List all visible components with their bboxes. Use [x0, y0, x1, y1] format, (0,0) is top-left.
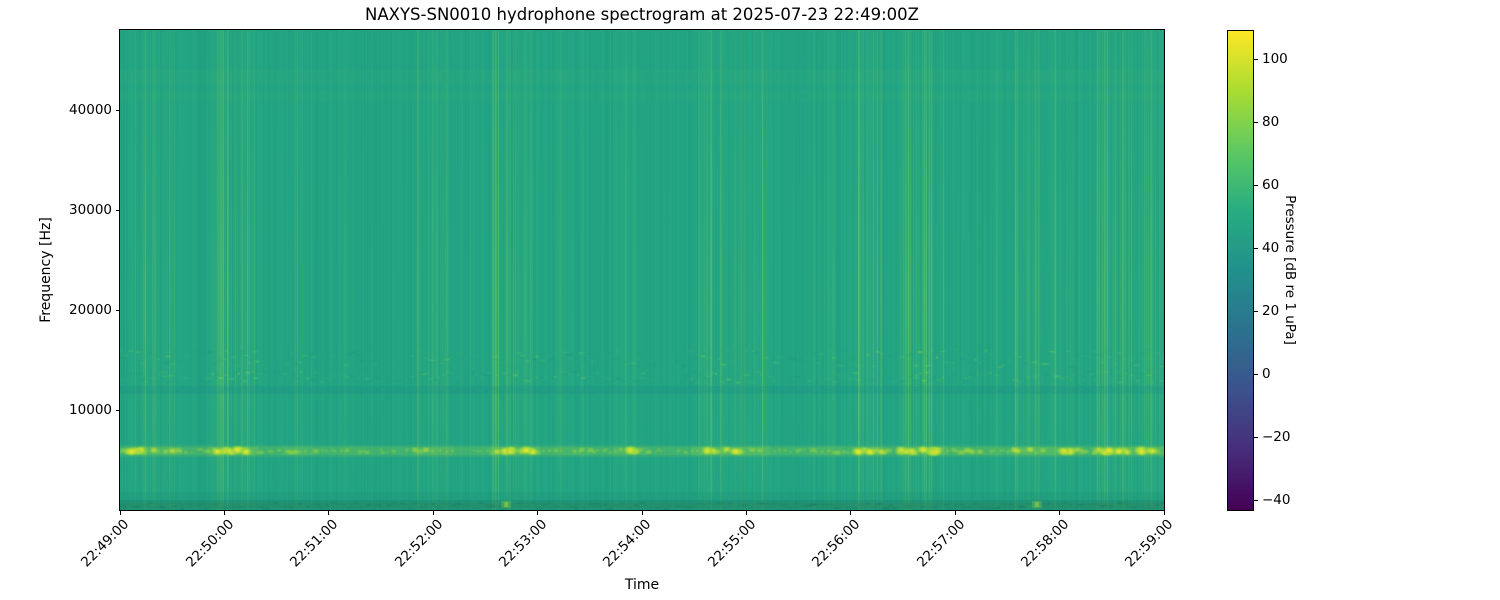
x-tick-mark: [745, 511, 747, 515]
y-tick-label: 20000: [69, 301, 112, 318]
colorbar-tick-mark: [1254, 373, 1258, 375]
y-tick-label: 40000: [69, 101, 112, 118]
y-tick-label: 30000: [69, 201, 112, 218]
colorbar-tick-label: 80: [1262, 113, 1280, 130]
x-tick-label: 22:50:00: [182, 516, 238, 571]
colorbar-tick-label: 60: [1262, 176, 1280, 193]
x-tick-label: 22:51:00: [287, 516, 342, 571]
colorbar-tick-mark: [1254, 121, 1258, 123]
colorbar-tick-mark: [1254, 58, 1258, 60]
x-tick-mark: [432, 511, 434, 515]
x-tick-mark: [223, 511, 225, 515]
x-tick-mark: [954, 511, 956, 515]
x-tick-mark: [119, 511, 121, 515]
x-tick-label: 22:55:00: [704, 516, 760, 571]
x-tick-label: 22:57:00: [913, 516, 968, 571]
colorbar-tick-label: 40: [1262, 239, 1280, 256]
y-tick-label: 10000: [69, 401, 112, 418]
x-tick-label: 22:58:00: [1018, 516, 1073, 571]
x-tick-label: 22:49:00: [78, 516, 133, 571]
y-tick-mark: [116, 209, 120, 211]
y-tick-mark: [116, 109, 120, 111]
x-tick-mark: [1163, 511, 1165, 515]
colorbar-tick-label: 20: [1262, 302, 1280, 319]
x-tick-mark: [328, 511, 330, 515]
x-axis-label: Time: [624, 577, 660, 593]
colorbar-tick-label: −40: [1262, 492, 1291, 509]
colorbar-label: Pressure [dB re 1 uPa]: [1282, 195, 1298, 345]
x-tick-mark: [1059, 511, 1061, 515]
x-tick-mark: [641, 511, 643, 515]
x-tick-label: 22:54:00: [600, 516, 655, 571]
colorbar-tick-mark: [1254, 184, 1258, 186]
x-tick-mark: [850, 511, 852, 515]
colorbar-tick-mark: [1254, 247, 1258, 249]
x-tick-label: 22:56:00: [809, 516, 864, 571]
colorbar-tick-mark: [1254, 500, 1258, 502]
spectrogram-image: [120, 30, 1164, 510]
y-tick-mark: [116, 409, 120, 411]
colorbar: [1227, 30, 1254, 511]
figure-title: NAXYS-SN0010 hydrophone spectrogram at 2…: [365, 5, 919, 24]
x-tick-label: 22:52:00: [391, 516, 446, 571]
y-tick-mark: [116, 309, 120, 311]
colorbar-tick-label: 100: [1262, 50, 1288, 67]
plot-area: [119, 29, 1165, 511]
colorbar-tick-mark: [1254, 310, 1258, 312]
colorbar-tick-label: 0: [1262, 365, 1271, 382]
x-tick-mark: [537, 511, 539, 515]
colorbar-tick-mark: [1254, 437, 1258, 439]
x-tick-label: 22:59:00: [1122, 516, 1177, 571]
colorbar-tick-label: −20: [1262, 429, 1291, 446]
x-tick-label: 22:53:00: [496, 516, 551, 571]
